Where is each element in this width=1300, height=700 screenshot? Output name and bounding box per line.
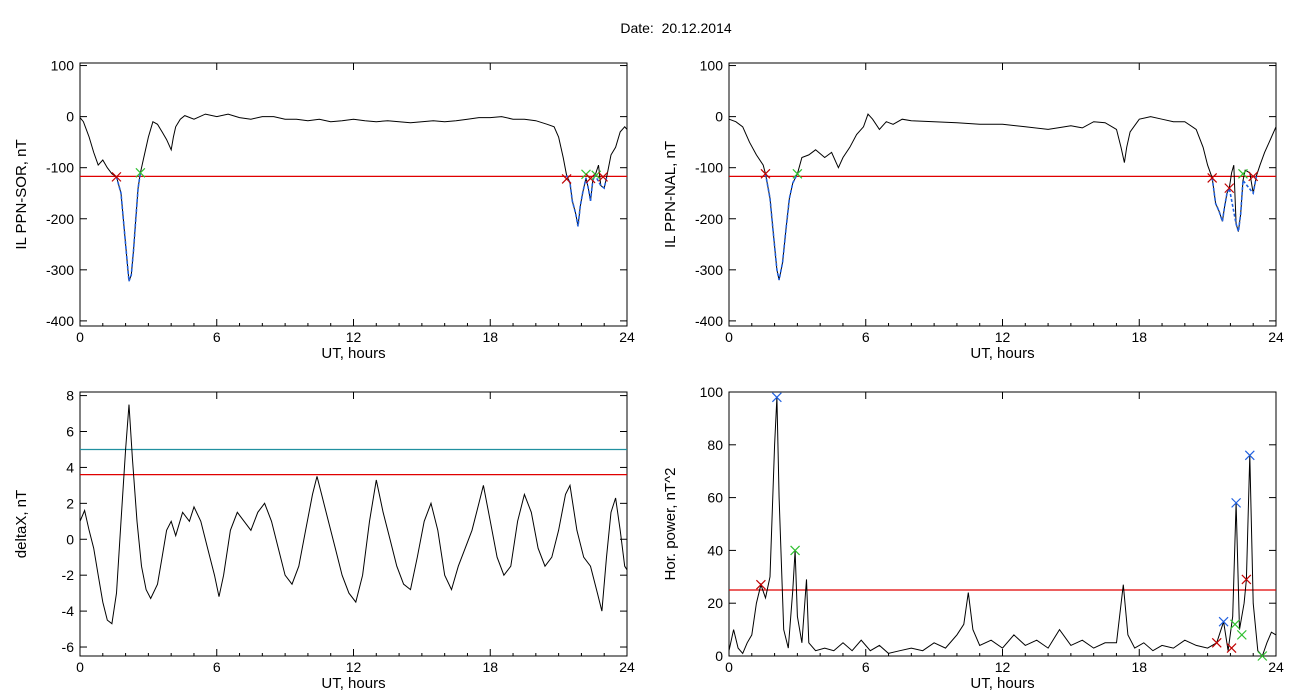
event-marker [1207,172,1218,183]
x-tick-label: 24 [619,659,635,675]
y-tick-label: 100 [700,58,724,74]
event-marker [1211,637,1222,648]
y-tick-label: 40 [707,542,723,558]
y-tick-label: 0 [66,531,74,547]
y-axis-label: deltaX, nT [13,490,30,558]
event-marker [1218,616,1229,627]
x-tick-label: 18 [1131,659,1147,675]
series-highlight-line [764,173,799,281]
series-line [728,113,1277,281]
event-marker [760,168,771,179]
y-tick-label: 4 [66,459,74,475]
plot-frame [79,62,628,327]
series-line [79,113,628,282]
y-tick-label: -300 [695,262,723,278]
x-axis-label: UT, hours [970,675,1034,692]
y-axis-label: IL PPN-NAL, nT [662,141,679,248]
event-marker [1248,171,1259,182]
y-tick-label: -100 [695,160,723,176]
plot-frame [728,391,1277,657]
x-tick-label: 0 [76,659,84,675]
y-tick-label: -400 [46,313,74,329]
x-tick-label: 18 [482,659,498,675]
x-tick-label: 24 [1268,659,1284,675]
y-tick-label: -200 [695,211,723,227]
x-tick-label: 12 [995,659,1011,675]
event-marker [1224,183,1235,194]
x-tick-label: 6 [213,659,221,675]
figure-date-title: Date: 20.12.2014 [620,20,732,36]
x-tick-label: 24 [619,329,635,345]
x-tick-label: 24 [1268,329,1284,345]
panel-deltax: 0 6 12 18 24 8 6 4 2 0 -2 -4 -6 UT, hours deltaX, nT [13,388,635,692]
y-tick-label: 0 [715,648,723,664]
y-tick-label: 6 [66,424,74,440]
y-tick-label: -100 [46,160,74,176]
event-marker [790,545,801,556]
x-axis-label: UT, hours [321,675,385,692]
y-tick-label: 100 [700,384,724,400]
event-marker [598,171,608,182]
y-tick-label: -2 [62,567,75,583]
x-axis-label: UT, hours [970,345,1034,362]
y-tick-label: 2 [66,495,74,511]
series-line [79,404,628,625]
y-tick-label: -300 [46,262,74,278]
event-marker [1244,450,1255,461]
x-tick-label: 0 [725,659,733,675]
event-marker [1236,629,1247,640]
plot-frame [728,62,1277,327]
x-tick-label: 12 [346,329,362,345]
x-tick-label: 18 [1131,329,1147,345]
y-tick-label: -400 [695,313,723,329]
event-marker [1257,651,1268,661]
x-tick-label: 6 [862,329,870,345]
y-tick-label: 0 [66,109,74,125]
y-axis-label: Hor. power, nT^2 [662,468,679,581]
event-marker [1230,619,1240,630]
event-marker [1226,643,1237,654]
series-highlight-line [115,172,142,282]
event-marker [792,168,803,179]
series-highlight-line [565,173,608,227]
y-tick-label: -200 [46,211,74,227]
event-marker [755,579,766,590]
event-marker [111,171,122,182]
y-tick-label: -4 [62,603,75,619]
series-line [728,397,1277,657]
x-tick-label: 0 [725,329,733,345]
x-tick-label: 6 [862,659,870,675]
y-tick-label: -6 [62,639,75,655]
y-axis-label: IL PPN-SOR, nT [13,139,30,249]
y-tick-label: 0 [715,109,723,125]
y-tick-label: 100 [51,58,75,74]
y-tick-label: 60 [707,490,723,506]
event-marker [1231,497,1242,508]
y-tick-label: 8 [66,388,74,404]
x-tick-label: 0 [76,329,84,345]
event-marker [1241,574,1252,585]
x-tick-label: 6 [213,329,221,345]
x-tick-label: 12 [995,329,1011,345]
y-tick-label: 80 [707,437,723,453]
event-marker [1238,168,1248,179]
event-marker [135,167,146,178]
x-tick-label: 12 [346,659,362,675]
event-marker [771,392,782,403]
x-axis-label: UT, hours [321,345,385,362]
panel-nal: 0 6 12 18 24 100 0 -100 -200 -300 -400 UT, hours IL … [662,58,1284,362]
y-tick-label: 20 [707,595,723,611]
event-marker [561,174,572,184]
x-tick-label: 18 [482,329,498,345]
panel-power: 0 6 12 18 24 100 80 60 40 20 0 UT, hours Hor. power,… [662,384,1284,692]
plot-frame [79,391,628,657]
panel-sor: 0 6 12 18 24 100 0 -100 -200 -300 -400 UT, hours IL … [13,58,635,362]
event-marker [585,173,596,184]
